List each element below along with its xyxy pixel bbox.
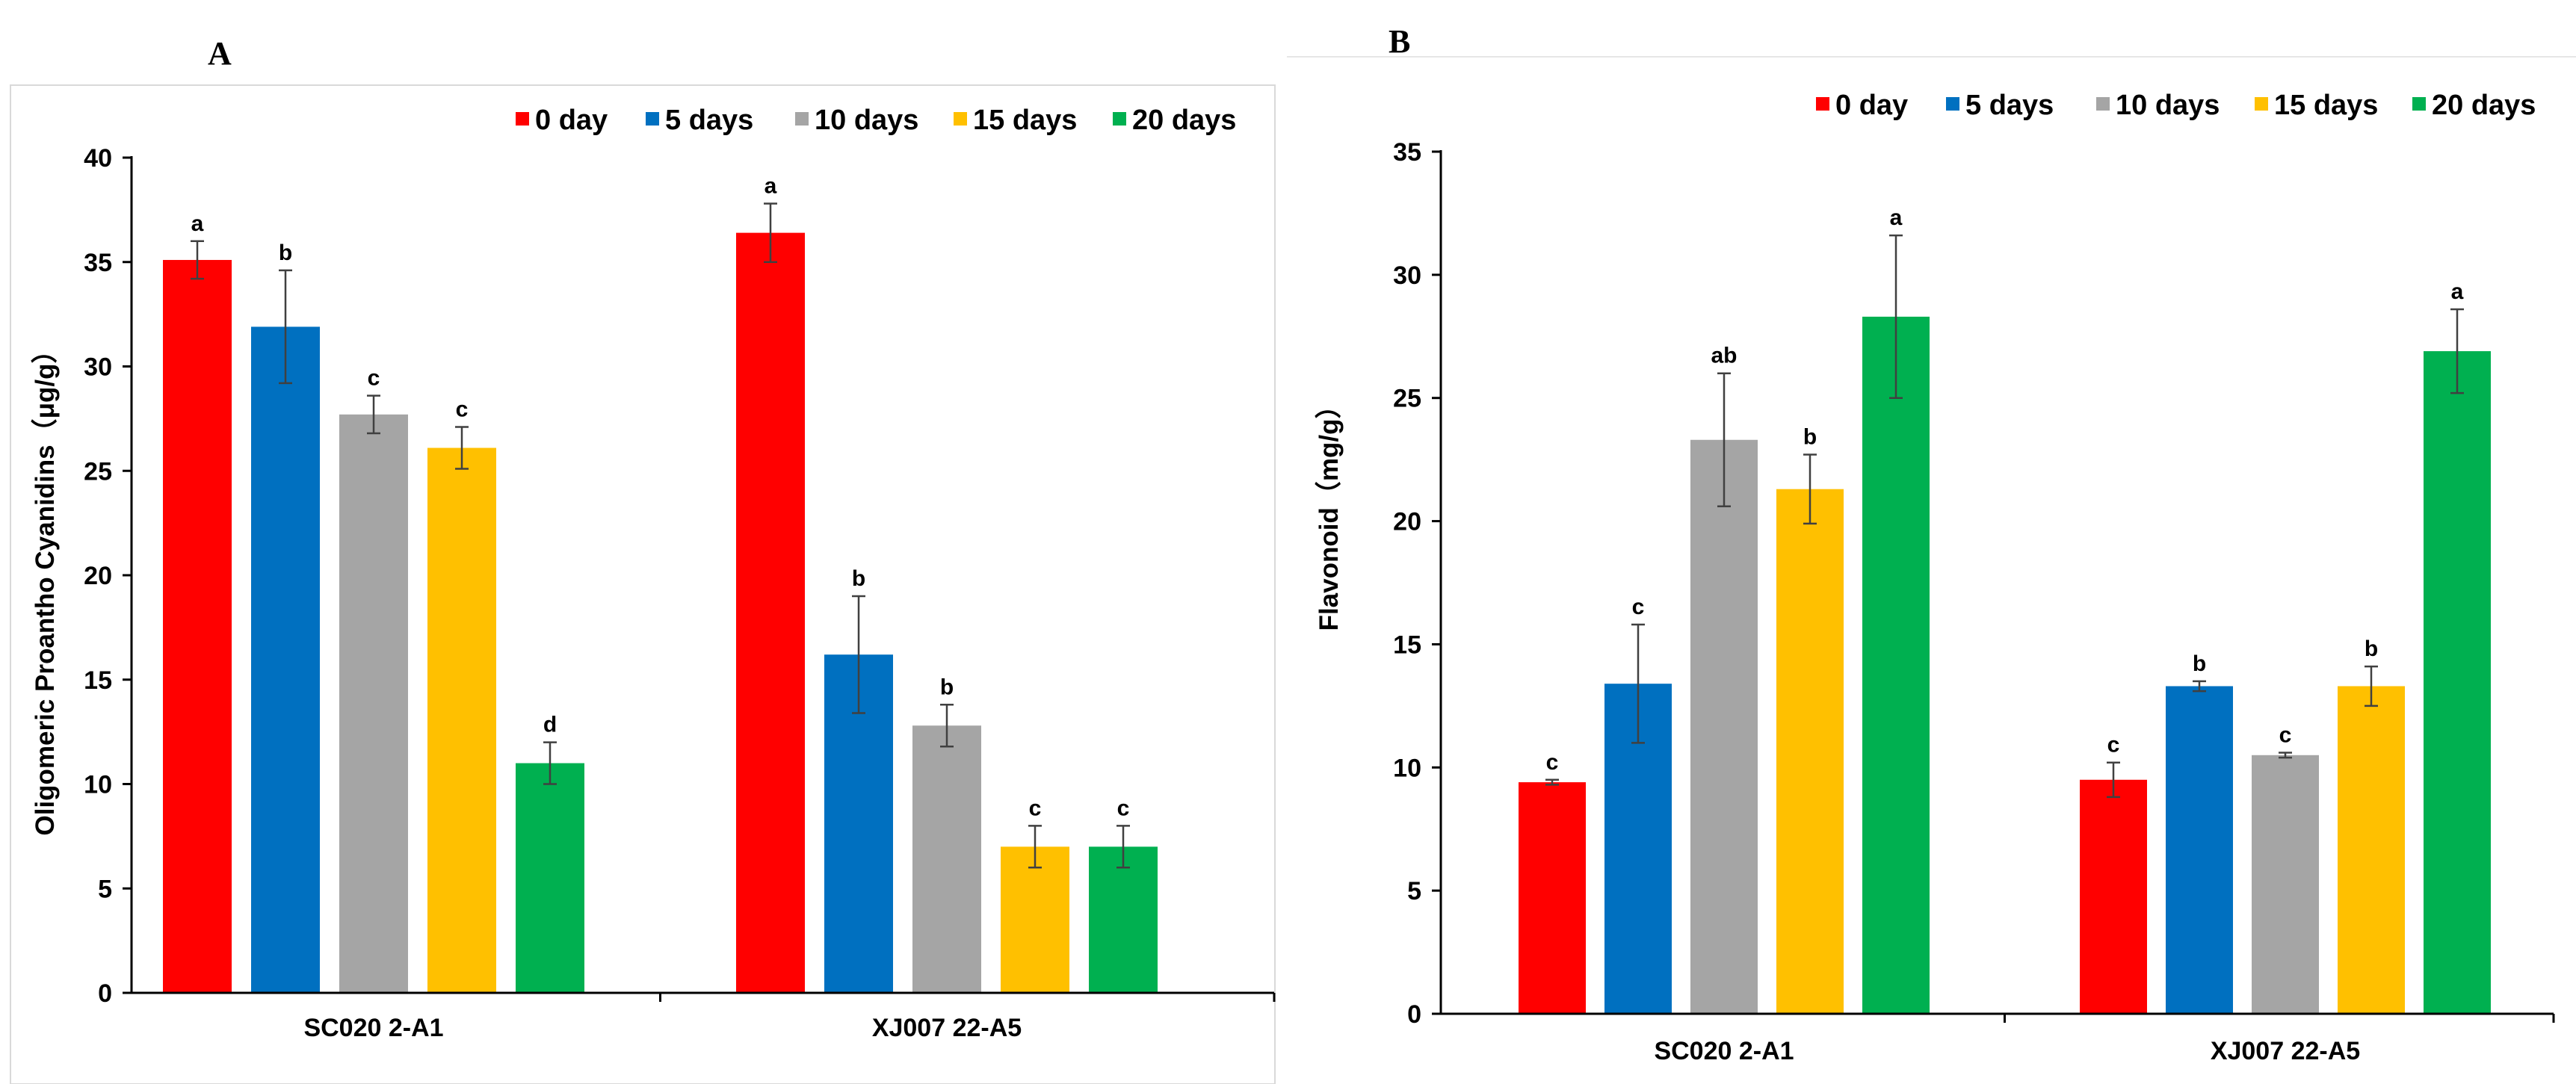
y-tick-label: 25 — [84, 457, 112, 486]
legend-label: 15 days — [2274, 90, 2378, 121]
significance-letter: c — [368, 366, 380, 391]
x-category-label: SC020 2-A1 — [1654, 1037, 1794, 1065]
panel-b-legend: 0 day 5 days 10 days 15 days 20 days — [1816, 90, 2536, 121]
panel-a-letter: A — [208, 35, 232, 72]
panel-b-significance-letters: c c c b ab c b b a a — [1546, 205, 2464, 775]
panel-b-y-axis-label: Flavonoid（mg/g） — [1315, 393, 1344, 631]
significance-letter: a — [1890, 205, 1903, 230]
legend-swatch — [1113, 112, 1126, 126]
legend-swatch — [954, 112, 967, 126]
legend-swatch — [1946, 97, 1959, 111]
legend-label: 5 days — [1965, 90, 2054, 121]
bar — [1690, 439, 1758, 1014]
bar — [516, 763, 584, 993]
y-tick-label: 30 — [1393, 261, 1421, 290]
significance-letter: c — [2107, 733, 2120, 758]
bar — [163, 259, 232, 994]
panel-b-error-bars — [1545, 234, 2464, 799]
legend-swatch — [516, 112, 529, 126]
bar — [427, 447, 496, 993]
y-tick-label: 20 — [84, 562, 112, 590]
y-tick-label: 35 — [84, 249, 112, 277]
legend-label: 5 days — [665, 105, 753, 136]
bar — [736, 232, 805, 993]
significance-letter: b — [2365, 637, 2378, 661]
legend-swatch — [1816, 97, 1829, 111]
bar — [339, 414, 408, 993]
significance-letter: b — [852, 566, 865, 591]
legend-label: 10 days — [815, 105, 918, 136]
legend-swatch — [646, 112, 659, 126]
panel-a-error-bars — [191, 202, 1130, 869]
panel-a-legend: 0 day 5 days 10 days 15 days 20 days — [516, 105, 1236, 136]
panel-b-letter: B — [1389, 23, 1410, 60]
significance-letter: b — [279, 241, 292, 265]
panel-b-axes: 0 5 10 15 20 25 30 35 SC020 2-A1 XJ007 22-A5 — [1393, 138, 2555, 1065]
bar — [2252, 755, 2319, 1014]
y-tick-label: 15 — [84, 666, 112, 695]
legend-swatch — [2096, 97, 2110, 111]
panel-a-frame — [10, 84, 1276, 1084]
bar — [912, 725, 981, 993]
bar — [1001, 846, 1069, 993]
significance-letter: b — [1803, 425, 1817, 450]
significance-letter: c — [1546, 750, 1559, 775]
y-tick-label: 25 — [1393, 385, 1421, 413]
panel-a-chart: a a b b c b c c d c 0 5 10 15 20 25 30 35 40 SC020 2-A1 XJ0… — [31, 105, 1276, 1042]
panel-a-axes: 0 5 10 15 20 25 30 35 40 SC020 2-A1 XJ007 22-A5 — [84, 144, 1276, 1042]
significance-letter: b — [940, 675, 954, 699]
y-tick-label: 0 — [1407, 1000, 1421, 1029]
significance-letter: d — [543, 713, 557, 737]
significance-letter: b — [2193, 651, 2206, 676]
y-tick-label: 35 — [1393, 138, 1421, 167]
legend-label: 20 days — [2432, 90, 2536, 121]
significance-letter: c — [456, 397, 469, 422]
bar — [2424, 351, 2491, 1014]
legend-label: 10 days — [2116, 90, 2220, 121]
legend-label: 15 days — [973, 105, 1077, 136]
legend-label: 0 day — [1835, 90, 1908, 121]
significance-letter: a — [765, 173, 777, 198]
significance-letter: c — [1632, 595, 1645, 619]
bar — [2166, 686, 2233, 1014]
legend-swatch — [2255, 97, 2268, 111]
y-tick-label: 5 — [98, 875, 112, 903]
legend-label: 0 day — [535, 105, 608, 136]
legend-label: 20 days — [1132, 105, 1236, 136]
panel-a-bars — [163, 232, 1158, 994]
x-category-label: XJ007 22-A5 — [872, 1014, 1022, 1042]
bar — [1776, 489, 1844, 1014]
panel-a-significance-letters: a a b b c b c c d c — [191, 173, 1130, 820]
significance-letter: c — [2279, 723, 2292, 748]
significance-letter: a — [191, 211, 204, 236]
legend-swatch — [795, 112, 809, 126]
bar — [1089, 846, 1158, 993]
x-category-label: SC020 2-A1 — [303, 1014, 443, 1042]
y-tick-label: 40 — [84, 144, 112, 173]
panel-b-bars — [1519, 316, 2491, 1014]
significance-letter: c — [1029, 796, 1042, 820]
y-tick-label: 5 — [1407, 877, 1421, 905]
y-tick-label: 15 — [1393, 631, 1421, 659]
bar — [1862, 316, 1930, 1014]
significance-letter: c — [1117, 796, 1130, 820]
significance-letter: ab — [1711, 344, 1737, 368]
y-tick-label: 10 — [1393, 754, 1421, 782]
y-tick-label: 20 — [1393, 508, 1421, 536]
y-tick-label: 0 — [98, 979, 112, 1008]
bar — [2080, 779, 2147, 1014]
legend-swatch — [2412, 97, 2426, 111]
y-tick-label: 10 — [84, 771, 112, 799]
x-category-label: XJ007 22-A5 — [2211, 1037, 2360, 1065]
y-tick-label: 30 — [84, 353, 112, 382]
bar — [251, 326, 320, 993]
panel-a-y-axis-label: Oligomeric Proantho Cyanidins（μg/g） — [31, 337, 60, 835]
bar — [2338, 686, 2405, 1014]
bar — [1519, 782, 1586, 1014]
panel-b-chart: c c c b ab c b b a a 0 5 10 15 20 25 30 35 SC020 2-A1 XJ00… — [1315, 90, 2555, 1065]
significance-letter: a — [2451, 279, 2464, 304]
